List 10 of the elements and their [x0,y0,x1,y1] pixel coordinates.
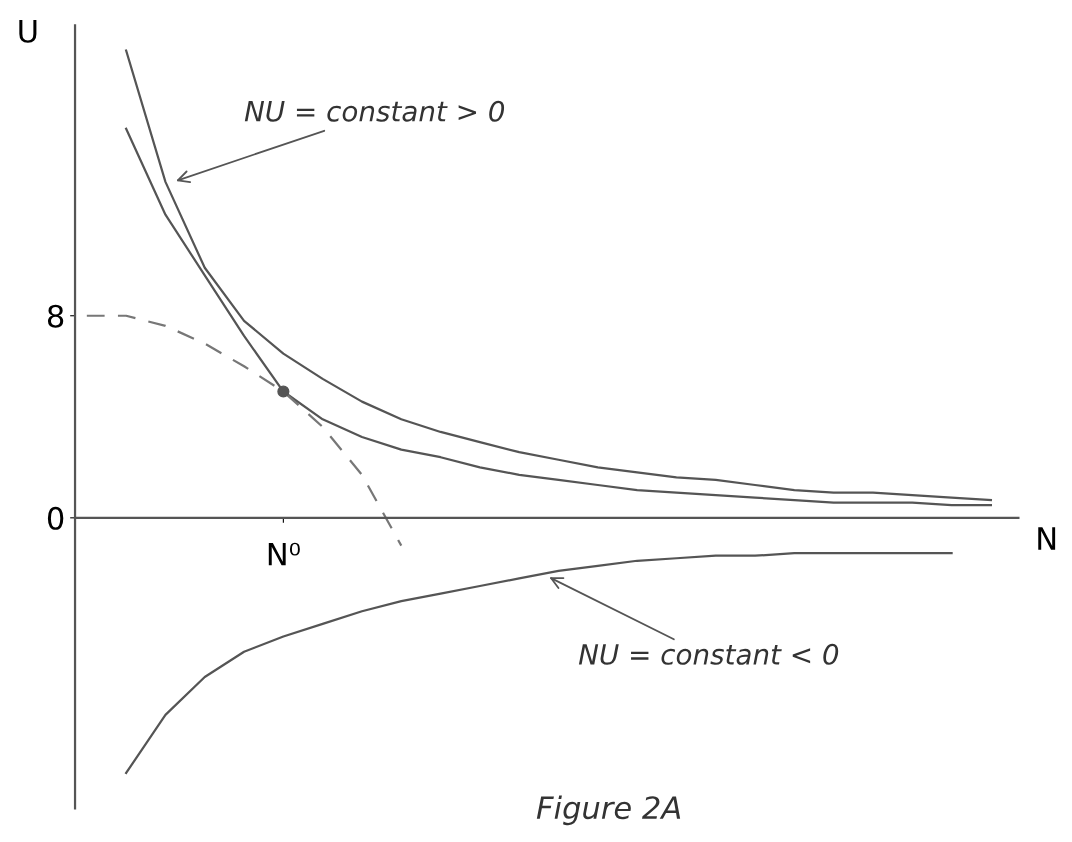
x-tick-label: N⁰ [268,542,300,566]
annotation: NU = constant < 0 [578,643,839,665]
y-tick-label: 0 [47,506,64,530]
line-series [125,49,992,502]
annotation: Figure 2A [536,795,681,826]
annotation: NU = constant > 0 [244,100,505,122]
line-series [125,127,992,507]
x-axis-title: N [1038,527,1056,550]
y-tick-label: 8 [47,304,64,328]
y-axis-title: U [19,20,37,43]
